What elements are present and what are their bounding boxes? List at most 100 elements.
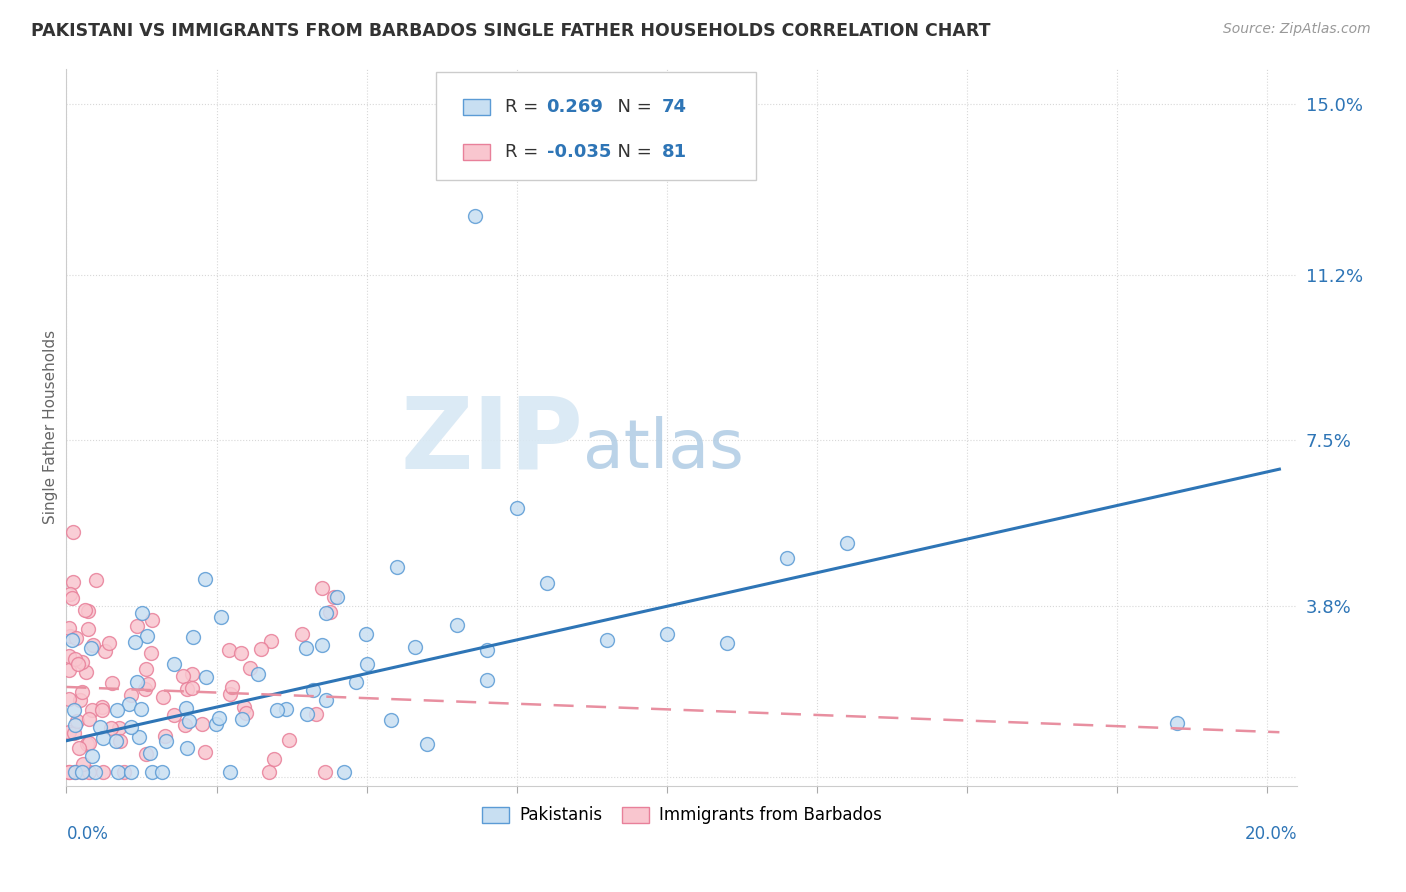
Point: [66, 657, 89, 671]
Point: [59, 629, 82, 643]
Point: [62, 633, 84, 648]
Point: [118, 698, 141, 712]
Point: [295, 706, 318, 721]
Point: [63, 765, 86, 780]
Point: [221, 680, 243, 694]
Point: [150, 765, 173, 780]
Point: [266, 703, 288, 717]
Point: [311, 639, 333, 653]
Point: [62, 574, 84, 589]
Point: [277, 732, 299, 747]
Point: [73, 603, 96, 617]
Point: [107, 765, 129, 780]
Point: [141, 765, 163, 780]
Point: [163, 657, 186, 672]
Point: [100, 676, 122, 690]
FancyBboxPatch shape: [463, 99, 489, 115]
Point: [194, 746, 217, 760]
Point: [344, 674, 367, 689]
Point: [69, 693, 91, 707]
Point: [218, 687, 240, 701]
Point: [174, 700, 197, 714]
Point: [333, 765, 356, 780]
Point: [239, 660, 262, 674]
Point: [181, 630, 204, 644]
Point: [180, 681, 202, 695]
Point: [63, 726, 86, 740]
Point: [91, 765, 114, 780]
Point: [205, 716, 228, 731]
Point: [263, 752, 285, 766]
Point: [77, 736, 100, 750]
Point: [58, 663, 80, 677]
Point: [89, 720, 111, 734]
Point: [104, 734, 127, 748]
Point: [233, 699, 256, 714]
Point: [1166, 715, 1188, 730]
Text: N =: N =: [606, 143, 657, 161]
Point: [249, 642, 271, 657]
FancyBboxPatch shape: [463, 145, 489, 160]
Point: [77, 765, 100, 780]
Point: [716, 636, 738, 650]
Point: [219, 765, 242, 780]
Point: [135, 628, 157, 642]
Point: [139, 646, 162, 660]
Point: [231, 712, 253, 726]
Point: [91, 731, 114, 745]
Point: [58, 765, 80, 780]
Point: [58, 648, 80, 663]
Point: [195, 670, 218, 684]
Point: [82, 703, 104, 717]
Point: [274, 702, 297, 716]
Point: [380, 713, 402, 727]
Point: [58, 692, 80, 706]
Text: R =: R =: [505, 98, 544, 116]
Point: [72, 765, 94, 780]
Point: [131, 606, 153, 620]
Text: Source: ZipAtlas.com: Source: ZipAtlas.com: [1223, 22, 1371, 37]
Point: [464, 210, 486, 224]
Point: [385, 559, 408, 574]
Point: [63, 718, 86, 732]
Point: [58, 765, 80, 780]
Point: [125, 675, 148, 690]
Text: atlas: atlas: [583, 416, 744, 482]
Point: [77, 622, 100, 636]
Point: [596, 632, 619, 647]
Point: [108, 733, 131, 747]
Point: [65, 631, 87, 645]
Point: [776, 550, 799, 565]
Point: [315, 606, 337, 620]
Point: [173, 718, 195, 732]
Point: [82, 638, 104, 652]
Point: [63, 765, 86, 780]
Point: [404, 640, 426, 654]
Point: [67, 740, 90, 755]
Legend: Pakistanis, Immigrants from Barbados: Pakistanis, Immigrants from Barbados: [475, 799, 889, 831]
Point: [179, 714, 201, 728]
Point: [536, 575, 558, 590]
Point: [91, 700, 114, 714]
Point: [62, 524, 84, 539]
Point: [70, 655, 93, 669]
Point: [176, 741, 198, 756]
Point: [127, 618, 149, 632]
Point: [416, 737, 439, 751]
Point: [98, 636, 121, 650]
Point: [139, 746, 162, 760]
Point: [229, 646, 252, 660]
Text: 81: 81: [662, 143, 688, 161]
Point: [218, 643, 240, 657]
Point: [100, 721, 122, 735]
Point: [59, 587, 82, 601]
Point: [475, 673, 498, 687]
Point: [112, 765, 135, 780]
Text: ZIP: ZIP: [401, 392, 583, 490]
Point: [235, 706, 257, 721]
Point: [209, 610, 232, 624]
Point: [105, 703, 128, 717]
Point: [121, 765, 143, 780]
Text: 0.269: 0.269: [547, 98, 603, 116]
Point: [311, 581, 333, 595]
